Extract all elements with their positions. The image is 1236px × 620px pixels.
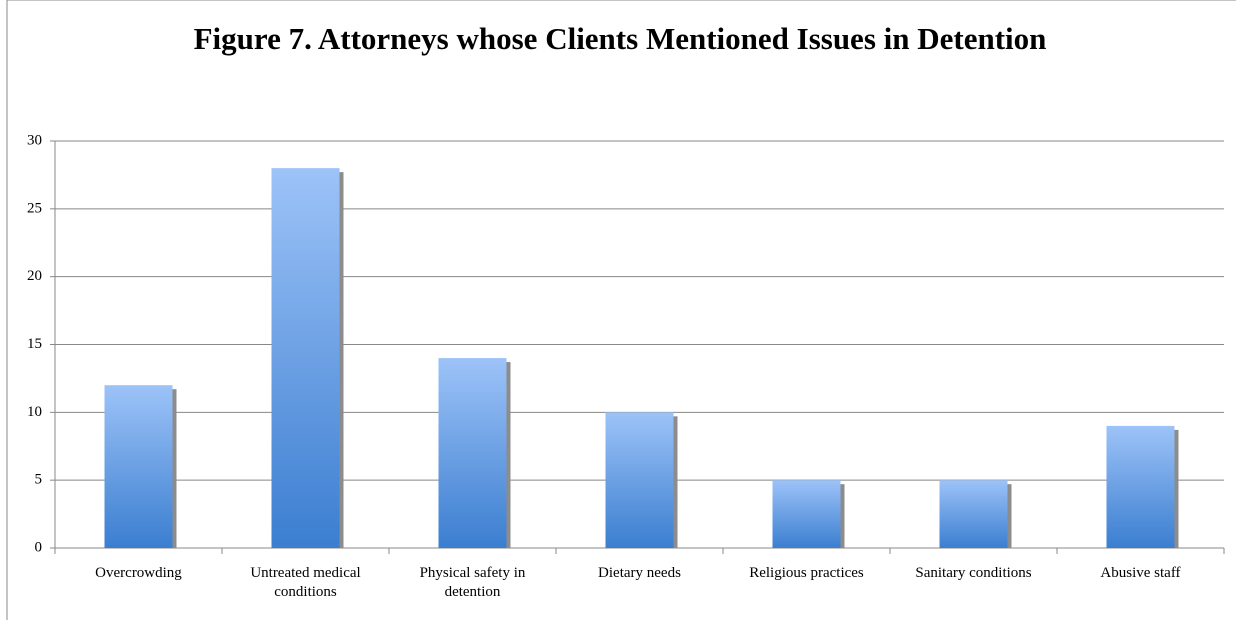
bar bbox=[438, 358, 507, 548]
y-tick-label: 5 bbox=[35, 472, 43, 488]
x-tick-label: Physical safety in detention bbox=[419, 565, 526, 600]
x-tick-label: Untreated medical conditions bbox=[250, 565, 361, 600]
x-tick-label: Overcrowding bbox=[95, 565, 182, 581]
bar bbox=[1106, 425, 1175, 548]
x-tick-label: Sanitary conditions bbox=[915, 565, 1032, 581]
y-tick-label: 10 bbox=[27, 404, 42, 420]
bar bbox=[605, 412, 674, 548]
x-tick-label: Abusive staff bbox=[1100, 565, 1181, 581]
y-tick-label: 0 bbox=[35, 539, 43, 555]
y-tick-label: 15 bbox=[27, 336, 42, 352]
bar bbox=[772, 480, 841, 548]
y-tick-label: 30 bbox=[27, 132, 42, 148]
x-tick-label: Dietary needs bbox=[598, 565, 681, 581]
chart-title: Figure 7. Attorneys whose Clients Mentio… bbox=[194, 21, 1047, 56]
bar bbox=[939, 480, 1008, 548]
y-tick-label: 25 bbox=[27, 200, 42, 216]
y-tick-label: 20 bbox=[27, 268, 42, 284]
x-tick-label: Religious practices bbox=[749, 565, 864, 581]
bar bbox=[104, 385, 173, 548]
bar bbox=[271, 168, 340, 548]
